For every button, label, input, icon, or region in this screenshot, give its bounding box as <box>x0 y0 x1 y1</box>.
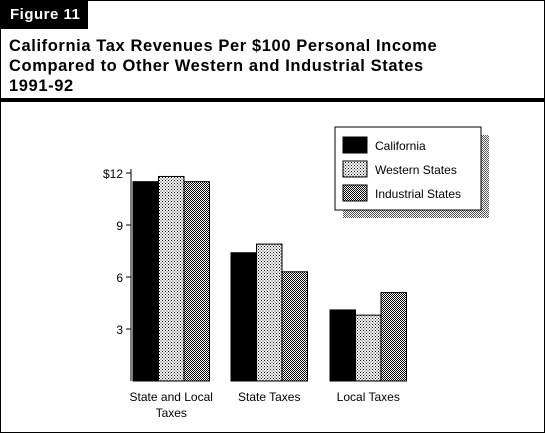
title-line-2: Compared to Other Western and Industrial… <box>9 57 424 75</box>
y-tick-label: $12 <box>103 167 123 181</box>
bar-industrial-states <box>281 271 308 382</box>
x-category-label: State and Local <box>130 390 213 404</box>
figure-label: Figure 11 <box>1 1 88 29</box>
y-tick-label: 6 <box>116 271 123 285</box>
legend: California Western States Industrial State… <box>334 126 489 218</box>
bar-california <box>230 252 257 382</box>
bar-california <box>329 309 356 382</box>
title-line-3: 1991-92 <box>9 77 74 95</box>
x-category-label: State Taxes <box>238 390 300 404</box>
legend-label: Western States <box>375 163 457 177</box>
bar-industrial-states <box>380 292 407 382</box>
title-line-1: California Tax Revenues Per $100 Persona… <box>9 37 438 55</box>
legend-swatch-western-states <box>342 160 368 178</box>
bar-western-states <box>355 314 382 382</box>
legend-label: Industrial States <box>375 187 461 201</box>
y-tick-label: 9 <box>116 219 123 233</box>
x-category-label: Taxes <box>156 406 187 420</box>
bar-western-states <box>158 175 185 382</box>
bar-industrial-states <box>183 181 210 382</box>
chart-title: California Tax Revenues Per $100 Persona… <box>9 36 529 96</box>
x-category-label: Local Taxes <box>337 390 400 404</box>
bar-california <box>132 181 159 382</box>
legend-swatch-california <box>342 136 368 154</box>
legend-label: California <box>375 139 426 153</box>
y-tick-label: 3 <box>116 323 123 337</box>
title-divider <box>1 98 544 102</box>
bar-western-states <box>256 243 283 382</box>
legend-swatch-industrial-states <box>342 184 368 202</box>
plot-area: 3 6 9 $12 State and Local Taxes State Taxes Loc… <box>103 167 407 420</box>
